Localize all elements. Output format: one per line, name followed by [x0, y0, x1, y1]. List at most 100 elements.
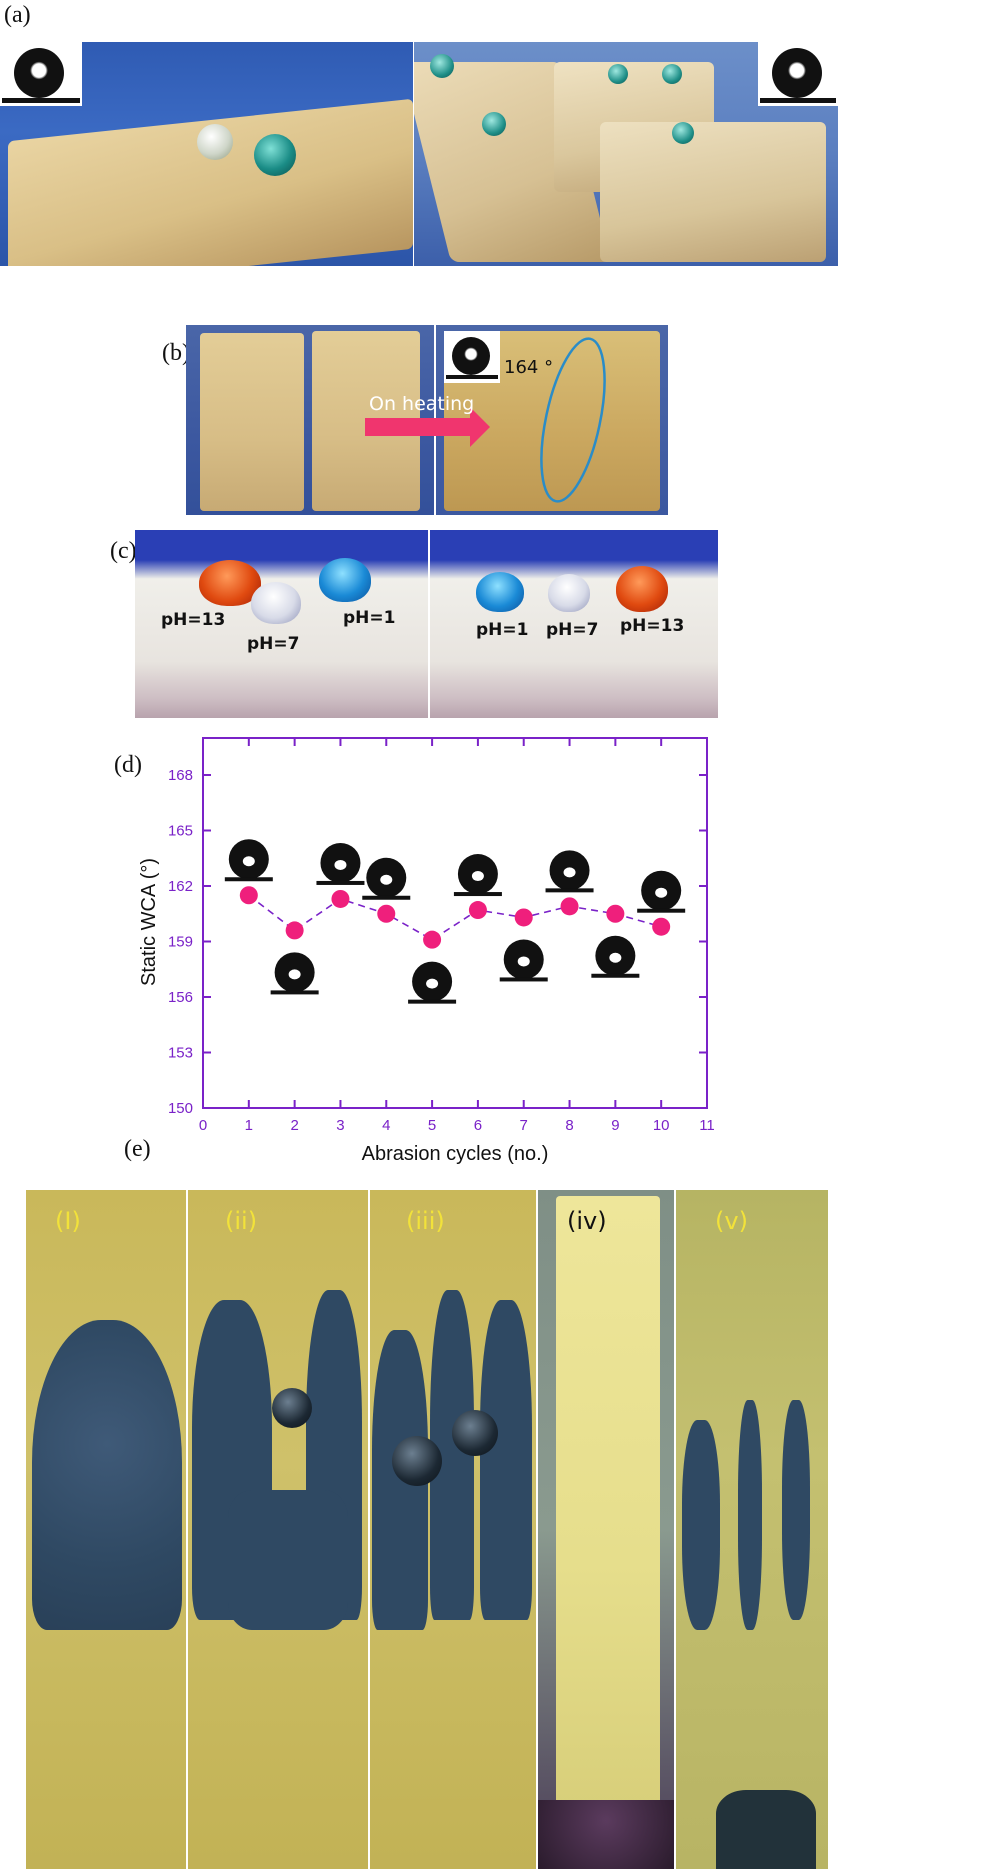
- water-drop: [272, 1388, 312, 1428]
- data-point: [423, 930, 442, 949]
- strip-label: (iv): [567, 1207, 607, 1235]
- y-tick-label: 162: [168, 878, 193, 895]
- panel-a-photo-right: [414, 42, 838, 266]
- blue-drop-ph1: [476, 572, 524, 612]
- data-point: [606, 904, 625, 923]
- droplet-baseline: [224, 877, 273, 882]
- dirt-pile: [538, 1800, 674, 1869]
- orange-drop-ph13: [199, 560, 261, 606]
- droplet-body: [549, 850, 590, 891]
- droplet-body: [457, 854, 498, 895]
- droplet-baseline: [316, 880, 365, 885]
- droplet-highlight: [517, 956, 530, 967]
- droplet-body: [595, 935, 636, 976]
- teal-water-drop: [482, 112, 506, 136]
- teal-water-drop: [662, 64, 682, 84]
- teal-water-drop: [608, 64, 628, 84]
- ph-label: pH=7: [247, 634, 300, 654]
- x-tick-label: 8: [565, 1117, 573, 1134]
- droplet-baseline: [760, 98, 836, 103]
- droplet-highlight: [242, 856, 255, 867]
- strip-label: (v): [715, 1207, 748, 1235]
- teal-water-drop: [254, 134, 296, 176]
- x-tick-label: 3: [336, 1117, 344, 1134]
- y-tick-label: 159: [168, 934, 193, 951]
- panel-b-label: (b): [162, 340, 190, 366]
- x-tick-label: 1: [245, 1117, 253, 1134]
- ph-label: pH=1: [343, 608, 396, 628]
- panel-a-photo-left: [0, 42, 413, 266]
- droplet-baseline: [446, 375, 498, 379]
- droplet-icon: [408, 961, 457, 1004]
- x-tick-label: 7: [520, 1117, 528, 1134]
- x-tick-label: 0: [199, 1117, 207, 1134]
- droplet-highlight: [380, 874, 393, 885]
- panel-b-photo-left: [186, 325, 434, 515]
- droplet-icon: [270, 952, 319, 995]
- strip-label: (I): [55, 1207, 81, 1235]
- dirt-pile: [716, 1790, 816, 1869]
- y-tick-label: 150: [168, 1100, 193, 1117]
- droplet-body: [274, 952, 315, 993]
- y-tick-label: 165: [168, 823, 193, 840]
- orange-drop-ph13: [616, 566, 668, 612]
- plot-frame: [202, 737, 708, 1109]
- droplet-highlight: [334, 859, 347, 870]
- dirt-patch: [782, 1400, 810, 1620]
- droplet-baseline: [637, 908, 686, 913]
- clear-drop-ph7: [548, 574, 590, 612]
- droplet-icon: [453, 854, 502, 897]
- water-drop: [392, 1436, 442, 1486]
- droplet-icon: [316, 842, 365, 885]
- droplet-body: [412, 961, 453, 1002]
- x-tick-label: 2: [290, 1117, 298, 1134]
- droplet-baseline: [408, 999, 457, 1004]
- x-axis-label: Abrasion cycles (no.): [362, 1143, 549, 1165]
- series-line: [248, 894, 662, 941]
- dirt-patch: [738, 1400, 762, 1630]
- ph-label: pH=1: [476, 620, 529, 640]
- x-tick-label: 10: [653, 1117, 670, 1134]
- droplet-baseline: [591, 973, 640, 978]
- y-axis-label: Static WCA (°): [138, 858, 160, 986]
- panel-e-strip-3: [370, 1190, 536, 1869]
- x-tick-label: 11: [699, 1117, 715, 1134]
- droplet-baseline: [270, 990, 319, 995]
- panel-a-label: (a): [4, 2, 31, 28]
- y-tick-label: 153: [168, 1045, 193, 1062]
- heating-arrow-label: On heating: [369, 393, 475, 415]
- data-point: [285, 921, 304, 940]
- brick-half-right: [312, 331, 420, 511]
- droplet-icon: [362, 857, 411, 900]
- data-point: [560, 897, 579, 916]
- dirt-patch: [32, 1320, 182, 1630]
- data-point: [331, 889, 350, 908]
- droplet-icon: [637, 870, 686, 913]
- panel-e-strip-4: [538, 1190, 674, 1869]
- data-point: [377, 904, 396, 923]
- droplet-body: [503, 939, 544, 980]
- droplet-icon: [14, 48, 64, 98]
- droplet-body: [320, 842, 361, 883]
- x-tick-label: 9: [611, 1117, 619, 1134]
- droplet-icon: [772, 48, 822, 98]
- contact-angle-inset: [444, 331, 500, 383]
- clean-brick-strip: [556, 1196, 660, 1806]
- strip-label: (iii): [406, 1207, 445, 1235]
- water-drop: [452, 1410, 498, 1456]
- droplet-highlight: [655, 887, 668, 898]
- teal-water-drop: [672, 122, 694, 144]
- data-point: [652, 917, 671, 936]
- droplet-baseline: [499, 977, 548, 982]
- data-point: [514, 908, 533, 927]
- clear-water-drop: [197, 124, 233, 160]
- panel-d-label: (d): [114, 752, 142, 778]
- dirt-patch: [228, 1490, 348, 1630]
- droplet-baseline: [545, 888, 594, 893]
- panel-c-label: (c): [110, 538, 137, 564]
- blue-drop-ph1: [319, 558, 371, 602]
- brick-fragment-3: [600, 122, 826, 262]
- droplet-icon: [545, 850, 594, 893]
- droplet-highlight: [563, 867, 576, 878]
- droplet-icon: [499, 939, 548, 982]
